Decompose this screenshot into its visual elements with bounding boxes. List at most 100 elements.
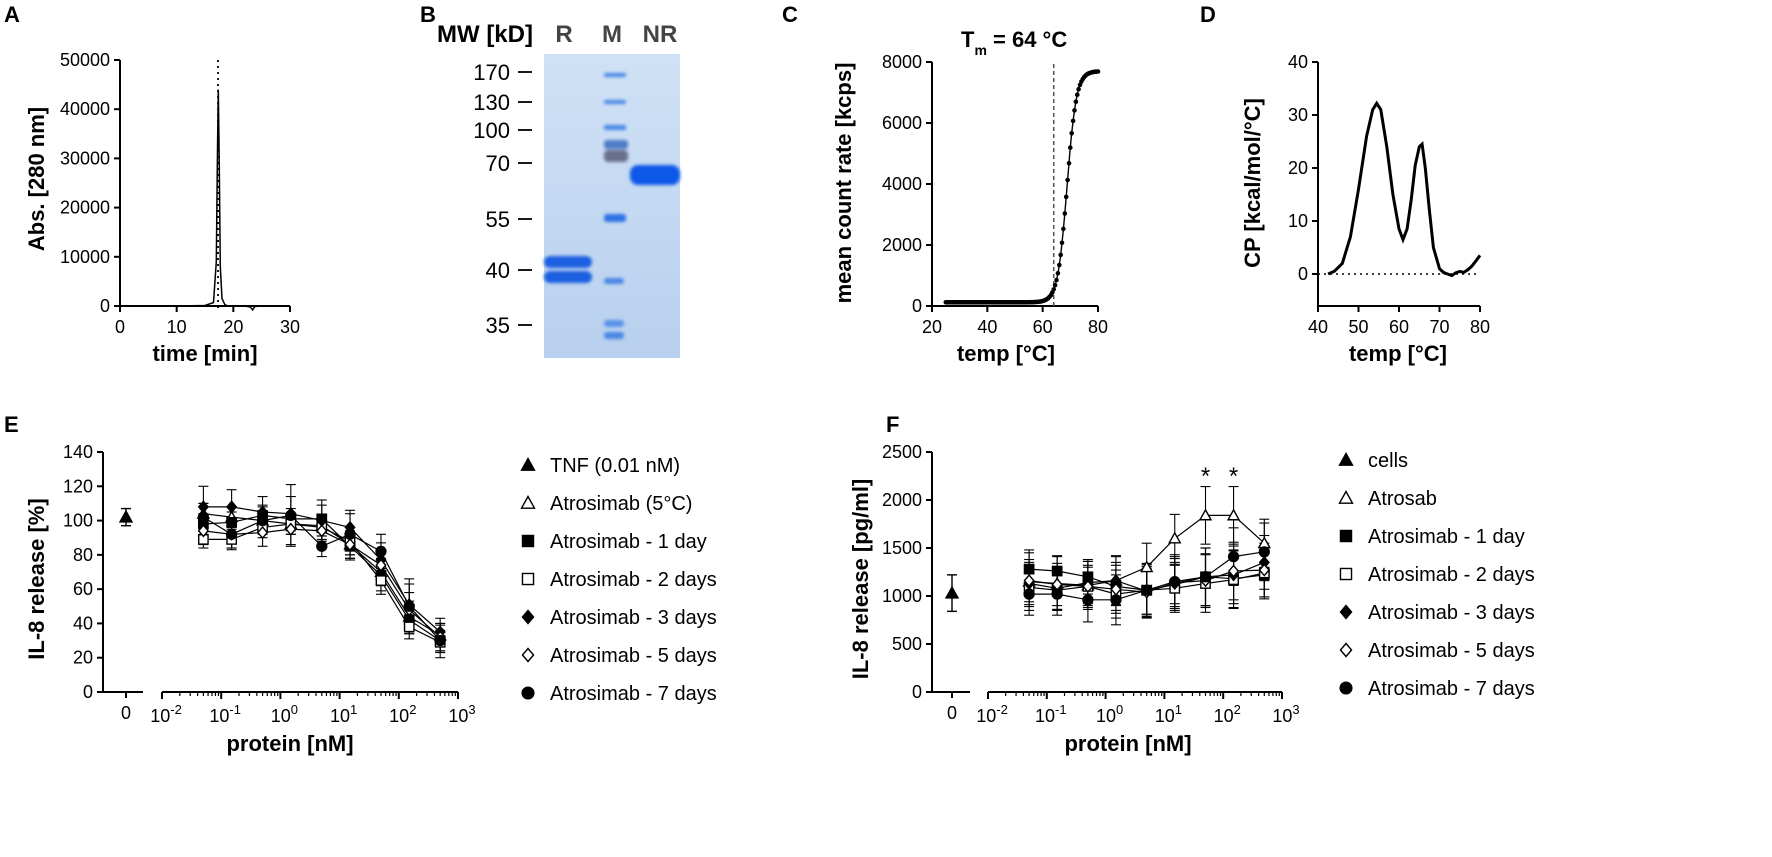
chart-c-data-point <box>1066 161 1072 166</box>
chart-d-x-tick-label: 70 <box>1429 317 1449 337</box>
chart-d-x-tick-label: 40 <box>1308 317 1328 337</box>
chart-c-x-tick-label: 80 <box>1088 317 1108 337</box>
chart-e-x-tick-exp: 3 <box>468 702 475 717</box>
chart-f-data-point <box>1082 579 1094 593</box>
chart-f-legend-label: Atrosimab - 2 days <box>1368 564 1535 586</box>
chart-e-y-tick-label: 100 <box>63 511 93 531</box>
chart-c-data-point <box>1072 108 1077 113</box>
gel-b-lane-r: R <box>555 21 572 48</box>
chart-c-data-point <box>1068 145 1073 150</box>
chart-c-data-point <box>1070 118 1076 124</box>
chart-e-x-tick-base: 10 <box>389 706 409 726</box>
chart-f-data-point <box>1141 584 1153 596</box>
chart-e-x-tick-exp: 1 <box>350 702 357 717</box>
chart-f-legend-label: Atrosimab - 3 days <box>1368 602 1535 624</box>
chart-c-x-tick-label: 40 <box>977 317 997 337</box>
chart-e-data-point <box>256 514 269 527</box>
chart-c-tm-label: Tm = 64 °C <box>961 27 1067 58</box>
chart-c-data-point <box>1052 283 1058 288</box>
chart-e-legend-label: Atrosimab - 7 days <box>550 683 717 705</box>
chart-c-data-point <box>1073 99 1079 104</box>
chart-e-legend-marker <box>521 647 535 663</box>
chart-f-x-tick-label: 101 <box>1155 702 1182 726</box>
chart-e-legend-label: Atrosimab (5°C) <box>550 493 692 515</box>
chart-a-y-tick-label: 40000 <box>60 99 110 119</box>
chart-f-x-tick-base: 10 <box>1272 706 1292 726</box>
gel-b-marker-label: 35 <box>486 313 510 338</box>
chart-f-legend-label: Atrosab <box>1368 488 1437 510</box>
chart-e-x-tick-label: 10-1 <box>209 702 241 726</box>
chart-a-x-tick-label: 20 <box>223 317 243 337</box>
chart-e-data-point <box>197 524 209 538</box>
chart-e-x-tick-exp: -1 <box>229 702 241 717</box>
chart-d-x-label: temp [°C] <box>1349 341 1447 366</box>
chart-c-y-label: mean count rate [kcps] <box>831 63 856 304</box>
gel-b-band-nr <box>630 165 680 185</box>
chart-e-data-point <box>226 516 237 528</box>
chart-c-data-point <box>1055 271 1061 276</box>
chart-f-y-tick-label: 2500 <box>882 442 922 462</box>
chart-e-y-label: IL-8 release [%] <box>24 498 49 659</box>
chart-f-data-point <box>1227 550 1240 563</box>
gel-b-ladder-130 <box>604 100 626 104</box>
gel-b-image <box>544 54 680 358</box>
chart-a-y-tick-label: 50000 <box>60 50 110 70</box>
chart-f-x-tick-label: 0 <box>947 703 957 723</box>
chart-f-significance-star: * <box>1229 463 1238 490</box>
chart-c: 20 40 60 80 0 2000 4000 6000 8000 Tm = 64 °C tem… <box>831 27 1108 366</box>
chart-f-y-tick-label: 500 <box>892 634 922 654</box>
chart-c-x-tick-label: 20 <box>922 317 942 337</box>
chart-f-data-point <box>1023 574 1035 588</box>
chart-f-x-tick-exp: -2 <box>996 702 1008 717</box>
chart-f-legend-marker <box>1339 529 1353 543</box>
chart-e-data-point <box>225 528 238 540</box>
chart-a-y-tick-label: 10000 <box>60 247 110 267</box>
chart-e-data-point <box>316 524 328 538</box>
chart-f-x-tick-label: 102 <box>1214 702 1241 726</box>
chart-e-legend-label: Atrosimab - 3 days <box>550 607 717 629</box>
chart-e-legend-marker <box>520 457 536 471</box>
chart-c-data-point <box>1076 86 1081 92</box>
gel-b-ladder-72b <box>604 150 628 162</box>
chart-f-x-tick-label: 103 <box>1272 702 1299 726</box>
chart-a-x-tick-label: 30 <box>280 317 300 337</box>
chart-e-x-tick-base: 10 <box>271 706 291 726</box>
gel-b-marker-label: 40 <box>486 258 510 283</box>
chart-c-data-point <box>1051 287 1056 292</box>
chart-f-x-tick-base: 10 <box>1035 706 1055 726</box>
chart-e-data-point <box>285 522 297 536</box>
chart-e-data-point <box>226 500 238 514</box>
chart-d-x-tick-label: 60 <box>1389 317 1409 337</box>
chart-f-x-tick-base: 10 <box>1214 706 1234 726</box>
chart-e-legend-marker <box>520 495 536 509</box>
chart-e-legend-label: Atrosimab - 1 day <box>550 531 707 553</box>
chart-f-data-point <box>1227 564 1240 578</box>
gel-b-ladder-40 <box>604 278 624 284</box>
panel-letter-a: A <box>4 2 20 27</box>
chart-d-y-tick-label: 20 <box>1288 158 1308 178</box>
chart-e-data-point <box>434 634 446 647</box>
chart-d: 40 50 60 70 80 0 10 20 30 40 temp [°C] CP [kcal/m… <box>1240 52 1490 366</box>
chart-e-data-point <box>344 528 356 540</box>
chart-e-data-point <box>403 621 415 633</box>
gel-b-ladder-170 <box>604 73 626 77</box>
gel-b-bands <box>544 73 680 339</box>
chart-d-y-tick-label: 30 <box>1288 105 1308 125</box>
chart-c-data-point <box>1059 240 1065 246</box>
chart-e-y-tick-label: 0 <box>83 682 93 702</box>
panel-letter-b: B <box>420 2 436 27</box>
chart-e-x-tick-exp: 2 <box>409 702 416 717</box>
chart-e-x-tick-label: 103 <box>448 702 475 726</box>
gel-b-marker-label: 130 <box>473 90 510 115</box>
gel-b-lane-m: M <box>602 21 622 48</box>
panel-letter-d: D <box>1200 2 1216 27</box>
chart-f-data-point <box>1169 575 1181 588</box>
chart-f-y-tick-label: 2000 <box>882 490 922 510</box>
chart-f-y-label: IL-8 release [pg/ml] <box>848 479 873 680</box>
panel-letter-f: F <box>886 412 899 437</box>
chart-f-x-tick-exp: 1 <box>1175 702 1182 717</box>
chart-a-y-tick-label: 20000 <box>60 198 110 218</box>
chart-f-x-tick-exp: 0 <box>1116 702 1123 717</box>
chart-e-x-label: protein [nM] <box>226 731 353 756</box>
